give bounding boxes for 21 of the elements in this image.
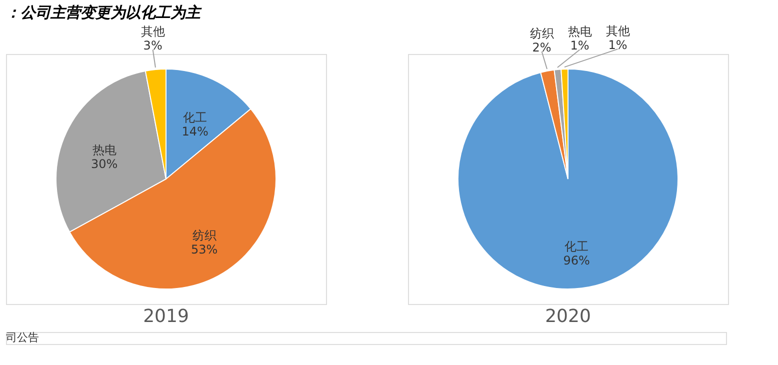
data-label: 96% bbox=[563, 254, 590, 268]
data-label: 3% bbox=[143, 38, 162, 53]
slice-label: 其他 bbox=[606, 24, 630, 38]
chart-title: ：公司主营变更为以化工为主 bbox=[6, 4, 202, 22]
slice-label: 纺织 bbox=[530, 26, 554, 40]
pie-slice bbox=[458, 68, 678, 290]
text: 2019 bbox=[143, 306, 189, 327]
data-label: 30% bbox=[90, 156, 118, 171]
slice-label: 热电 bbox=[568, 24, 592, 39]
slice-label: 纺织 bbox=[192, 228, 216, 242]
slice-label: 化工 bbox=[183, 110, 208, 124]
data-label: 2% bbox=[532, 40, 552, 54]
slice-label: 化工 bbox=[564, 240, 589, 254]
slice-label: 其他 bbox=[140, 24, 165, 39]
text: 2020 bbox=[545, 306, 591, 327]
text: 司公告 bbox=[6, 331, 39, 344]
data-label: 53% bbox=[191, 242, 218, 256]
data-label: 1% bbox=[608, 38, 628, 52]
data-label: 1% bbox=[570, 38, 590, 53]
data-label: 14% bbox=[182, 124, 208, 138]
slice-label: 热电 bbox=[92, 142, 116, 157]
